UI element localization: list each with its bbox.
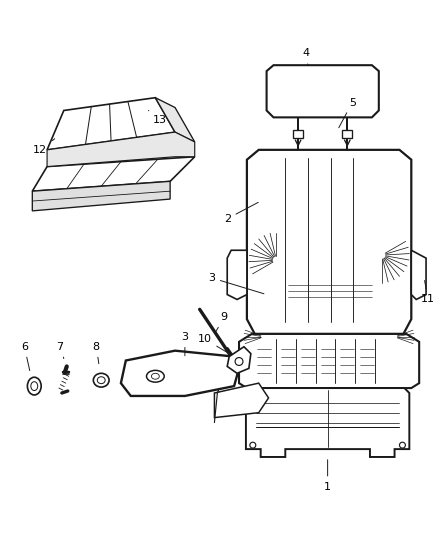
Ellipse shape (152, 373, 159, 379)
Polygon shape (239, 334, 419, 388)
Text: 5: 5 (339, 98, 356, 128)
Text: 6: 6 (21, 342, 30, 370)
Ellipse shape (250, 442, 256, 448)
Text: 3: 3 (181, 332, 188, 356)
Text: 10: 10 (198, 334, 227, 352)
Ellipse shape (93, 373, 109, 387)
Text: 9: 9 (216, 312, 228, 332)
Ellipse shape (146, 370, 164, 382)
Ellipse shape (399, 442, 406, 448)
Polygon shape (47, 98, 175, 150)
FancyBboxPatch shape (343, 130, 352, 138)
Polygon shape (32, 157, 195, 191)
Polygon shape (247, 150, 411, 334)
Polygon shape (121, 351, 239, 396)
Polygon shape (47, 132, 195, 167)
Polygon shape (32, 181, 170, 211)
Text: 11: 11 (421, 280, 435, 304)
Ellipse shape (28, 377, 41, 395)
Text: 1: 1 (324, 460, 331, 491)
Text: 2: 2 (224, 203, 258, 224)
Ellipse shape (31, 382, 38, 391)
Text: 8: 8 (93, 342, 100, 364)
Text: 3: 3 (208, 273, 264, 294)
Text: 7: 7 (57, 342, 64, 359)
Text: 13: 13 (148, 110, 167, 125)
Polygon shape (267, 65, 379, 117)
Text: 12: 12 (33, 139, 55, 155)
FancyBboxPatch shape (293, 130, 303, 138)
Polygon shape (215, 383, 268, 417)
Polygon shape (411, 251, 426, 300)
Ellipse shape (235, 358, 243, 366)
Polygon shape (227, 251, 247, 300)
Polygon shape (246, 388, 410, 457)
Polygon shape (155, 98, 195, 142)
Polygon shape (227, 347, 251, 373)
Ellipse shape (97, 377, 105, 384)
Text: 4: 4 (302, 49, 310, 65)
